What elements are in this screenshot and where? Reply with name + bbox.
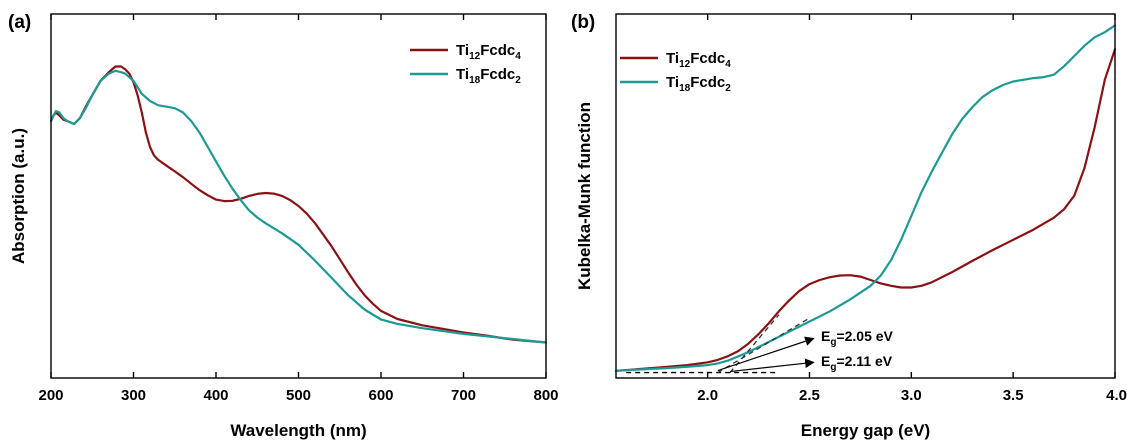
arrow-eg-211	[729, 358, 815, 373]
legend-label: Ti18Fcdc2	[456, 66, 521, 86]
series-line-ti12-fcdc4	[49, 65, 548, 344]
y-axis-title: Absorption (a.u.)	[9, 128, 28, 264]
x-tick-label: 4.0	[1106, 387, 1127, 404]
x-axis-title: Energy gap (eV)	[801, 421, 930, 440]
band-gap-annotation: Eg=2.05 eV	[821, 328, 894, 348]
panel-label: (b)	[571, 12, 595, 33]
x-tick-label: 300	[121, 387, 146, 404]
panel-b-chart: (b) Eg=2.05 eV Eg=2.11 eV Ti12Fcdc4 Ti18Fcdc…	[571, 12, 1127, 440]
tangent-dashed-line-ti12	[729, 314, 780, 373]
x-tick-label: 800	[533, 387, 558, 404]
band-gap-annotation: Eg=2.11 eV	[821, 353, 893, 373]
arrow-eg-205	[717, 336, 815, 372]
x-tick-label: 500	[286, 387, 311, 404]
series-line-ti12-fcdc4	[614, 48, 1117, 372]
x-tick-label: 3.0	[901, 387, 922, 404]
legend-label: Ti12Fcdc4	[456, 42, 521, 62]
panel-a-chart: (a) Ti12Fcdc4 Ti18Fcdc2 200 300 400 500 600 700 8…	[8, 12, 559, 440]
y-axis-title: Kubelka-Munk function	[575, 102, 594, 290]
panel-label: (a)	[8, 12, 31, 33]
x-tick-label: 700	[451, 387, 476, 404]
x-tick-label: 200	[38, 387, 63, 404]
x-tick-label: 2.0	[697, 387, 718, 404]
x-tick-label: 2.5	[799, 387, 820, 404]
x-tick-label: 400	[203, 387, 228, 404]
plot-frame	[615, 13, 1116, 379]
legend-label: Ti12Fcdc4	[666, 50, 731, 70]
series-line-ti18-fcdc2	[614, 24, 1117, 372]
legend-label: Ti18Fcdc2	[666, 74, 731, 94]
x-tick-label: 600	[368, 387, 393, 404]
series-line-ti18-fcdc2	[49, 69, 548, 344]
x-tick-label: 3.5	[1003, 387, 1024, 404]
x-axis-title: Wavelength (nm)	[230, 421, 366, 440]
